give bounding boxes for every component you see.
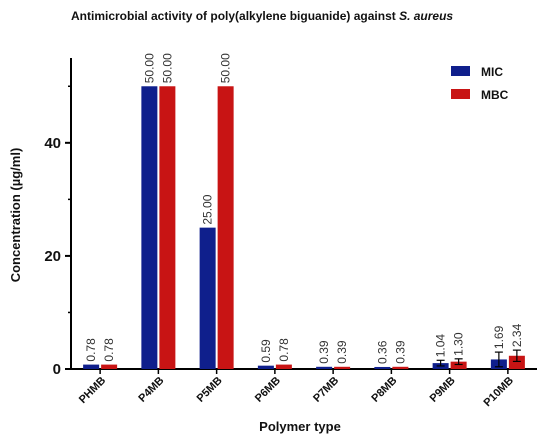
x-tick-label: P8MB <box>369 375 399 405</box>
data-label-mbc: 0.39 <box>393 340 407 364</box>
data-label-mbc: 50.00 <box>160 53 174 83</box>
data-label-mic: 0.36 <box>375 340 389 364</box>
x-tick-label: P9MB <box>428 375 458 405</box>
x-tick-label: P4MB <box>136 375 166 405</box>
bar-mbc <box>101 364 118 369</box>
data-label-mbc: 0.39 <box>335 340 349 364</box>
x-axis: PHMB P4MB P5MB P6MB P7MB P8MB P9MB P10MB <box>71 368 537 409</box>
chart-title-main: Antimicrobial activity of poly(alkylene … <box>71 9 396 23</box>
error-bars <box>436 349 521 368</box>
data-label-mic: 0.78 <box>84 338 98 362</box>
data-label-mbc: 2.34 <box>510 323 524 347</box>
data-labels: 0.78 0.78 50.00 50.00 25.00 50.00 0.59 0.78 0.39… <box>84 53 524 364</box>
data-label-mic: 25.00 <box>201 194 215 224</box>
data-label-mic: 0.59 <box>259 339 273 363</box>
bar-mbc <box>450 361 467 369</box>
bar-mic <box>316 366 333 369</box>
bars <box>83 86 525 369</box>
data-label-mbc: 0.78 <box>102 338 116 362</box>
chart-title: Antimicrobial activity of poly(alkylene … <box>71 9 453 23</box>
data-label-mbc: 50.00 <box>219 53 233 83</box>
bar-mbc <box>217 86 234 369</box>
bar-mbc <box>392 366 409 369</box>
data-label-mbc: 0.78 <box>277 338 291 362</box>
x-axis-title: Polymer type <box>259 419 341 434</box>
x-tick-label: P6MB <box>253 375 283 405</box>
bar-mbc <box>159 86 176 369</box>
y-tick-label: 20 <box>44 248 61 265</box>
legend-swatch-mbc <box>451 89 470 99</box>
bar-mbc <box>275 364 292 369</box>
x-tick-label: P5MB <box>195 375 225 405</box>
y-tick-label: 40 <box>44 135 61 152</box>
x-tick-label: PHMB <box>77 375 108 406</box>
bar-mic <box>374 366 391 369</box>
legend-swatch-mic <box>451 66 470 76</box>
y-tick-label: 0 <box>53 361 61 378</box>
bar-mic <box>199 227 216 369</box>
bar-mic <box>257 365 274 369</box>
chart-title-organism: S. aureus <box>399 9 453 23</box>
legend: MIC MBC <box>451 65 509 102</box>
bar-mic <box>83 364 100 369</box>
data-label-mic: 1.69 <box>492 325 506 349</box>
legend-label-mbc: MBC <box>481 88 509 102</box>
y-axis: 0 20 40 <box>44 58 72 378</box>
data-label-mic: 1.04 <box>434 334 448 358</box>
data-label-mic: 50.00 <box>142 53 156 83</box>
bar-mbc <box>334 366 351 369</box>
bar-mbc <box>508 355 525 369</box>
y-axis-title: Concentration (µg/ml) <box>8 148 23 283</box>
x-tick-label: P7MB <box>311 375 341 405</box>
legend-label-mic: MIC <box>481 65 503 79</box>
x-tick-label: P10MB <box>482 375 516 409</box>
data-label-mbc: 1.30 <box>452 332 466 356</box>
data-label-mic: 0.39 <box>317 340 331 364</box>
bar-mic <box>141 86 158 369</box>
